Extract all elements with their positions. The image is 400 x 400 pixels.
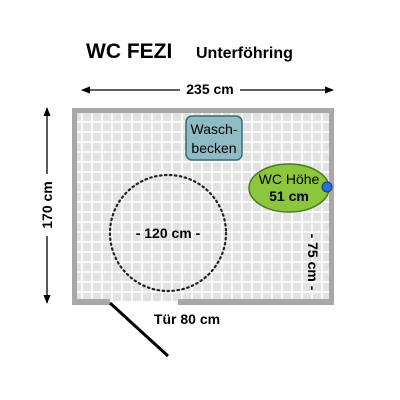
flush-button-icon — [321, 181, 333, 193]
room-walls — [72, 108, 334, 305]
side-clearance-label: - 75 cm - — [305, 234, 321, 291]
door-width-label: Tür 80 cm — [154, 311, 220, 327]
toilet-label-line1: WC Höhe — [259, 171, 320, 187]
sink-label-line2: becken — [191, 140, 236, 156]
page-title: WC FEZI — [86, 40, 172, 63]
width-dimension-label: 235 cm — [186, 81, 233, 97]
sink — [185, 115, 243, 161]
location-subtitle: Unterföhring — [196, 45, 293, 62]
toilet-label-line2: 51 cm — [269, 188, 309, 204]
turning-circle-label: - 120 cm - — [136, 225, 201, 241]
door-leaf — [108, 301, 170, 358]
sink-label-line1: Wasch- — [191, 121, 238, 137]
depth-dimension-label: 170 cm — [39, 181, 55, 228]
turning-circle — [108, 173, 228, 293]
